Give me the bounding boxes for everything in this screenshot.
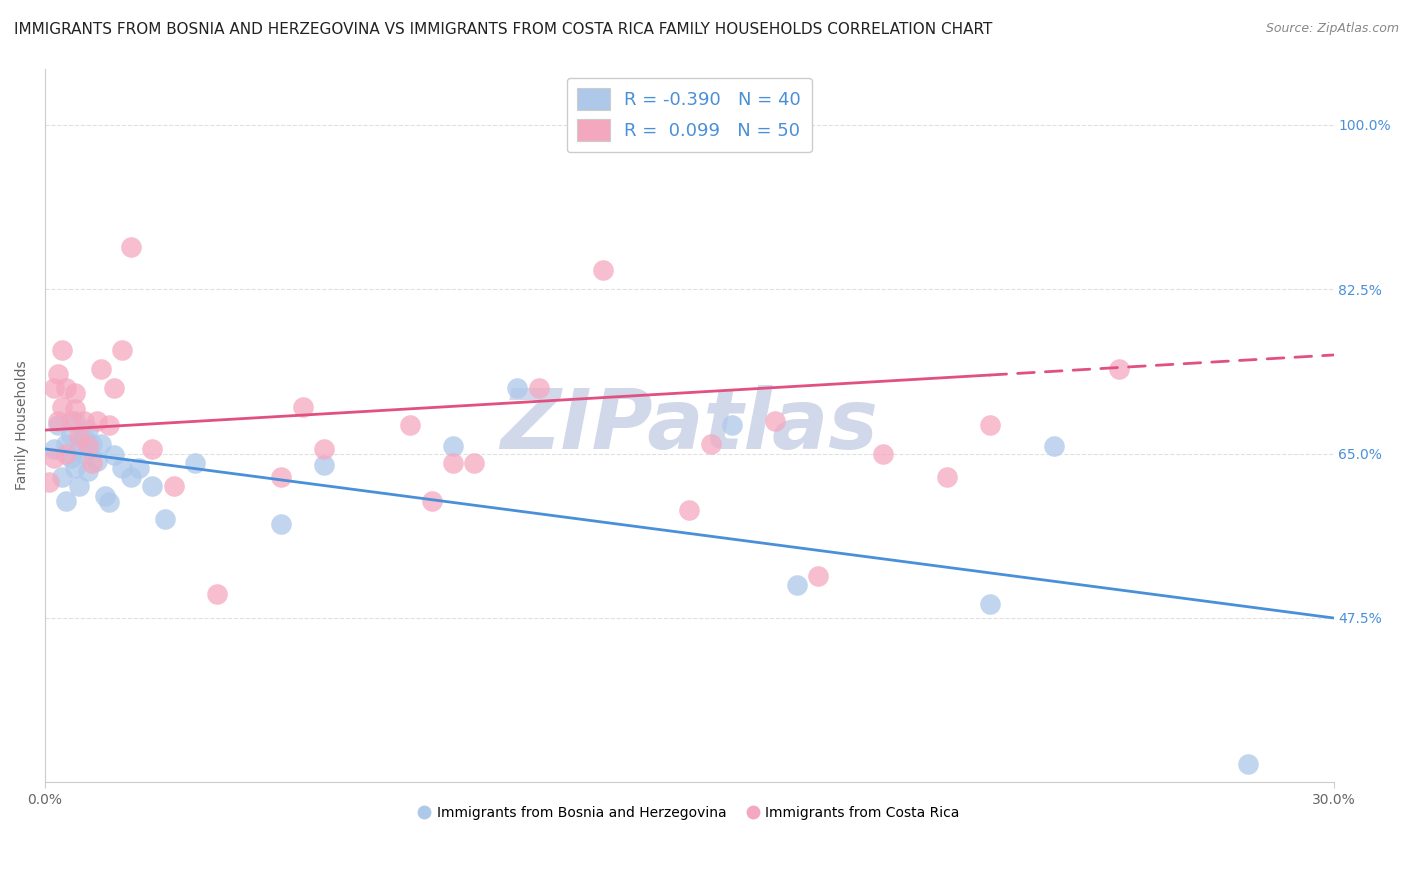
- Point: [314, 458, 336, 472]
- Point: [420, 493, 443, 508]
- Point: [55, 381, 77, 395]
- Point: [82, 456, 104, 470]
- Point: [872, 447, 894, 461]
- Point: [103, 381, 125, 395]
- Point: [90, 437, 112, 451]
- Point: [98, 418, 121, 433]
- Text: ZIPatlas: ZIPatlas: [501, 385, 879, 466]
- Point: [46, 418, 69, 433]
- Point: [1043, 439, 1066, 453]
- Point: [163, 479, 186, 493]
- Point: [86, 414, 108, 428]
- Point: [86, 454, 108, 468]
- Point: [51, 343, 73, 358]
- Point: [103, 449, 125, 463]
- Point: [721, 418, 744, 433]
- Point: [936, 470, 959, 484]
- Point: [441, 439, 464, 453]
- Point: [527, 381, 550, 395]
- Point: [42, 381, 65, 395]
- Point: [205, 587, 228, 601]
- Point: [786, 578, 808, 592]
- Point: [77, 439, 100, 453]
- Point: [46, 367, 69, 381]
- Point: [72, 414, 94, 428]
- Point: [59, 451, 82, 466]
- Point: [63, 414, 86, 428]
- Point: [82, 437, 104, 451]
- Point: [399, 418, 422, 433]
- Text: IMMIGRANTS FROM BOSNIA AND HERZEGOVINA VS IMMIGRANTS FROM COSTA RICA FAMILY HOUS: IMMIGRANTS FROM BOSNIA AND HERZEGOVINA V…: [14, 22, 993, 37]
- Point: [90, 362, 112, 376]
- Point: [291, 400, 314, 414]
- Point: [592, 263, 614, 277]
- Point: [94, 489, 117, 503]
- Point: [55, 447, 77, 461]
- Point: [699, 437, 721, 451]
- Point: [42, 451, 65, 466]
- Point: [463, 456, 485, 470]
- Point: [120, 470, 142, 484]
- Point: [128, 460, 150, 475]
- Point: [678, 503, 700, 517]
- Point: [77, 423, 100, 437]
- Point: [63, 401, 86, 416]
- Point: [67, 430, 90, 444]
- Point: [506, 381, 529, 395]
- Point: [807, 568, 830, 582]
- Point: [51, 470, 73, 484]
- Point: [63, 460, 86, 475]
- Point: [72, 430, 94, 444]
- Point: [77, 463, 100, 477]
- Text: Source: ZipAtlas.com: Source: ZipAtlas.com: [1265, 22, 1399, 36]
- Point: [59, 414, 82, 428]
- Point: [72, 447, 94, 461]
- Legend: Immigrants from Bosnia and Herzegovina, Immigrants from Costa Rica: Immigrants from Bosnia and Herzegovina, …: [413, 800, 966, 825]
- Point: [979, 597, 1001, 611]
- Point: [979, 418, 1001, 433]
- Point: [59, 427, 82, 442]
- Point: [51, 400, 73, 414]
- Point: [67, 479, 90, 493]
- Point: [42, 442, 65, 456]
- Point: [763, 414, 786, 428]
- Point: [63, 385, 86, 400]
- Point: [1108, 362, 1130, 376]
- Point: [38, 475, 60, 489]
- Point: [184, 456, 207, 470]
- Y-axis label: Family Households: Family Households: [15, 360, 30, 491]
- Point: [441, 456, 464, 470]
- Point: [55, 437, 77, 451]
- Point: [98, 495, 121, 509]
- Point: [111, 460, 134, 475]
- Point: [270, 470, 292, 484]
- Point: [111, 343, 134, 358]
- Point: [67, 442, 90, 456]
- Point: [120, 240, 142, 254]
- Point: [314, 442, 336, 456]
- Point: [46, 414, 69, 428]
- Point: [141, 479, 163, 493]
- Point: [270, 517, 292, 532]
- Point: [141, 442, 163, 456]
- Point: [1236, 756, 1258, 771]
- Point: [55, 493, 77, 508]
- Point: [155, 512, 177, 526]
